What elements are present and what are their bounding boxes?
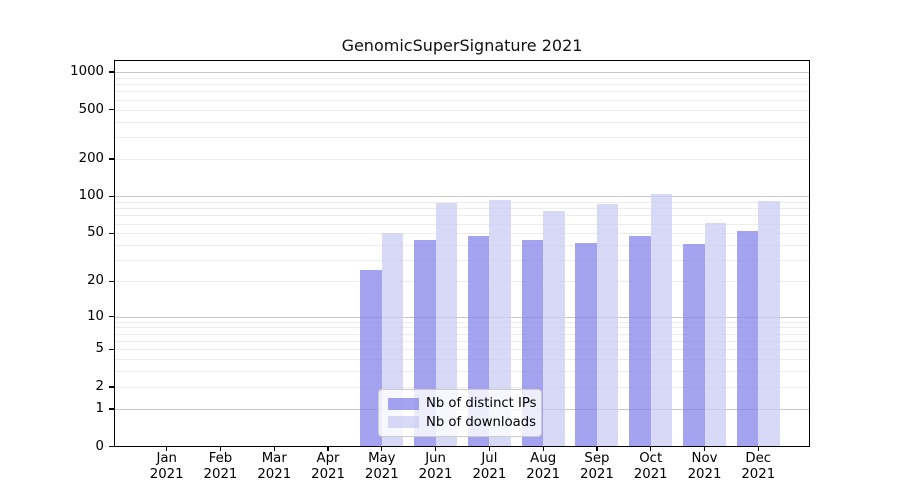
y-gridline-minor [115,341,809,343]
x-tick-label: Sep 2021 [580,451,614,482]
y-tick-label: 500 [78,101,104,117]
y-tick [109,348,114,350]
y-gridline-minor [115,281,809,283]
y-gridline-minor [115,245,809,247]
y-tick [109,232,114,234]
x-tick [757,446,759,451]
legend-item-downloads: Nb of downloads [388,415,536,430]
x-tick-label: Nov 2021 [687,451,722,482]
bar-downloads-jun [435,203,458,447]
x-tick [327,446,329,451]
y-gridline-minor [115,333,809,335]
chart-title: GenomicSuperSignature 2021 [341,36,583,55]
bar-downloads-aug [543,211,565,447]
x-tick [166,446,168,451]
y-tick-label: 2 [95,378,104,394]
x-tick [542,446,544,451]
y-tick-label: 20 [87,273,104,289]
y-tick [109,71,114,73]
y-gridline-minor [115,84,809,86]
y-tick-label: 5 [95,341,104,357]
x-tick-label: Dec 2021 [741,451,776,482]
y-gridline-minor [115,359,809,361]
legend: Nb of distinct IPs Nb of downloads [378,389,542,437]
bar-ips-dec [736,231,759,447]
x-tick-label: Oct 2021 [633,451,668,482]
y-tick [109,195,114,197]
y-gridline-minor [115,260,809,262]
x-tick [596,446,598,451]
x-tick [703,446,706,451]
legend-label-distinct-ips: Nb of distinct IPs [426,396,537,412]
y-gridline-minor [115,327,809,329]
x-tick [650,446,652,451]
x-tick-label: Jul 2021 [472,451,507,482]
x-tick [219,446,222,451]
legend-swatch-downloads [388,416,419,429]
y-tick-label: 50 [87,225,104,241]
bar-downloads-oct [650,194,673,447]
y-tick [109,280,114,283]
x-tick-label: Mar 2021 [257,451,292,482]
y-gridline-minor [115,223,809,225]
bar-downloads-sep [596,203,619,447]
legend-swatch-distinct-ips [388,397,419,410]
y-gridline-minor [115,349,809,351]
y-tick [109,108,114,111]
y-gridline-minor [115,77,809,79]
legend-label-downloads: Nb of downloads [426,414,536,430]
bar-ips-oct [629,235,651,447]
x-tick [435,446,437,451]
y-tick-label: 1 [95,400,104,416]
x-tick-label: May 2021 [364,451,399,482]
x-tick-label: Apr 2021 [311,451,345,482]
y-gridline-minor [115,386,809,388]
y-gridline-minor [115,321,809,323]
y-gridline-minor [115,137,809,139]
y-gridline-minor [115,233,809,235]
y-gridline-minor [115,215,809,217]
y-gridline-minor [115,201,809,203]
y-gridline-minor [115,109,809,111]
y-gridline-minor [115,91,809,93]
y-gridline-major [115,72,809,73]
y-tick [109,315,114,318]
y-gridline-minor [115,159,809,161]
y-gridline-minor [115,121,809,123]
bar-ips-may [360,269,382,447]
y-tick [109,386,114,388]
x-tick [273,446,275,451]
y-tick-label: 0 [95,438,104,454]
bar-downloads-jul [489,200,511,447]
x-tick-label: Feb 2021 [203,451,238,482]
y-gridline-minor [115,208,809,210]
x-tick [488,446,490,451]
x-tick-label: Aug 2021 [526,451,561,482]
y-tick-label: 10 [87,308,104,324]
y-tick-label: 1000 [70,64,104,79]
legend-item-distinct-ips: Nb of distinct IPs [388,396,537,411]
y-tick [109,158,114,160]
bar-downloads-dec [758,201,780,447]
bar-ips-sep [575,242,597,447]
y-gridline-minor [115,99,809,101]
bar-ips-nov [683,243,705,447]
x-tick-label: Jun 2021 [418,451,453,482]
y-gridline-minor [115,371,809,373]
y-gridline-major [115,316,809,318]
bar-downloads-nov [704,222,726,447]
y-gridline-major [115,196,809,198]
y-tick [109,408,114,410]
y-tick [109,445,114,448]
x-tick-label: Jan 2021 [149,451,184,482]
y-tick-label: 100 [78,188,104,204]
y-tick-label: 200 [78,151,104,167]
x-tick [381,446,383,451]
